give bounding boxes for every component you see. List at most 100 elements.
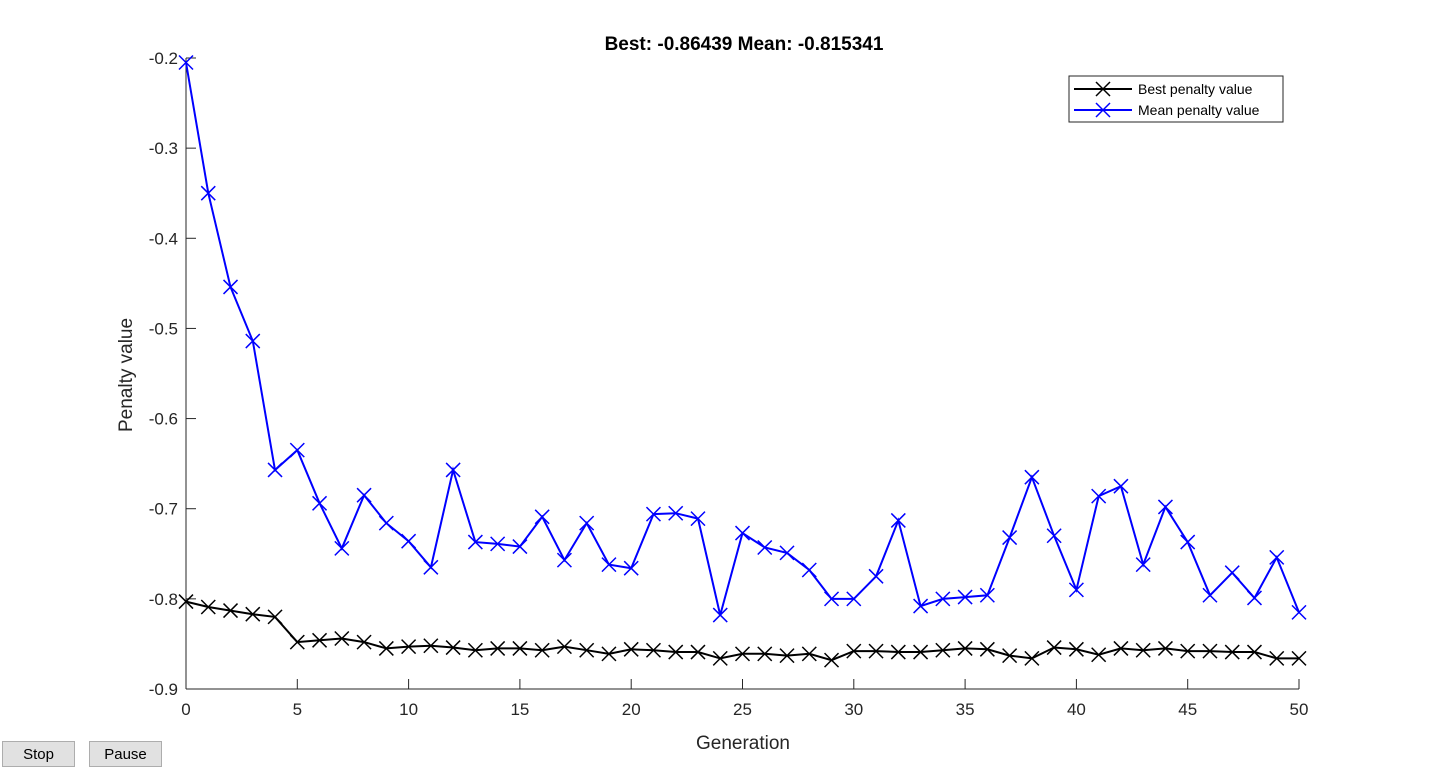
data-point-1	[734, 525, 751, 541]
y-tick-label: -0.3	[149, 139, 178, 158]
data-point-0	[623, 641, 639, 657]
data-point-0	[801, 646, 817, 662]
x-tick-label: 5	[293, 700, 302, 719]
data-point-1	[645, 506, 661, 522]
data-point-0	[378, 640, 394, 656]
data-point-1	[222, 279, 239, 295]
y-tick-label: -0.8	[149, 590, 178, 609]
data-point-1	[579, 515, 595, 531]
plot-area: 0 5 10 15 20 25 30 35 40 45 50 -0.2 -0.3 -0.4 -0.5 -0.6…	[149, 49, 1309, 719]
data-point-1	[356, 487, 372, 503]
data-point-0	[512, 640, 528, 656]
data-point-0	[712, 650, 728, 666]
data-point-1	[467, 534, 483, 550]
data-point-0	[779, 648, 795, 664]
x-tick-label: 45	[1178, 700, 1197, 719]
y-tick-label: -0.7	[149, 500, 178, 519]
y-axis-label: Penalty value	[116, 318, 137, 432]
data-point-1	[1002, 530, 1018, 546]
data-point-0	[1202, 643, 1218, 659]
x-axis-label: Generation	[696, 733, 790, 754]
data-point-0	[824, 652, 840, 668]
data-point-0	[356, 634, 372, 650]
data-point-0	[222, 603, 239, 619]
data-point-1	[801, 562, 817, 578]
x-tick-label: 15	[510, 700, 529, 719]
data-point-0	[1113, 640, 1129, 656]
data-point-0	[200, 599, 216, 615]
data-point-0	[601, 646, 617, 662]
data-point-1	[1091, 488, 1107, 504]
data-point-0	[757, 646, 773, 662]
data-point-1	[334, 540, 350, 556]
data-point-1	[690, 511, 706, 527]
data-point-1	[200, 185, 216, 201]
x-tick-label: 10	[399, 700, 418, 719]
data-point-1	[757, 539, 773, 556]
y-tick-label: -0.2	[149, 49, 178, 68]
data-point-0	[401, 639, 417, 655]
data-point-1	[846, 591, 862, 607]
data-point-1	[512, 539, 528, 555]
data-point-1	[1180, 534, 1196, 550]
data-point-0	[1135, 642, 1151, 658]
data-point-0	[1291, 650, 1307, 666]
series-line-0	[185, 600, 1299, 662]
data-point-0	[556, 639, 572, 655]
x-tick-label: 40	[1067, 700, 1086, 719]
y-tick-label: -0.9	[149, 680, 178, 699]
legend-box	[1068, 75, 1284, 123]
data-point-1	[1135, 557, 1151, 573]
x-tick-label: 30	[844, 700, 863, 719]
pause-button[interactable]: Pause	[89, 741, 162, 767]
data-point-1	[1269, 549, 1285, 565]
legend-label: Best penalty value	[1138, 81, 1253, 97]
x-tick-label: 20	[622, 700, 641, 719]
data-point-0	[312, 632, 328, 648]
data-point-1	[1291, 604, 1307, 620]
stop-button[interactable]: Stop	[2, 741, 75, 767]
data-point-1	[1202, 587, 1218, 603]
data-point-1	[1224, 565, 1240, 581]
legend-label: Mean penalty value	[1138, 102, 1260, 118]
data-point-0	[645, 642, 661, 658]
data-point-1	[490, 536, 506, 552]
data-point-1	[312, 495, 328, 511]
data-point-1	[534, 509, 550, 525]
legend-marker	[1095, 81, 1111, 97]
data-point-1	[1113, 478, 1129, 494]
data-point-1	[423, 559, 439, 575]
data-point-0	[334, 630, 350, 647]
data-point-0	[423, 638, 439, 654]
data-point-0	[1157, 640, 1173, 656]
data-point-1	[712, 607, 728, 623]
data-point-0	[1024, 650, 1040, 666]
data-point-0	[1269, 650, 1285, 666]
data-point-0	[1002, 648, 1018, 664]
data-point-0	[178, 594, 194, 610]
x-tick-label: 25	[733, 700, 752, 719]
y-tick-label: -0.5	[149, 319, 178, 338]
data-point-0	[1046, 640, 1062, 656]
data-point-1	[623, 560, 639, 576]
data-point-0	[890, 644, 906, 660]
data-point-0	[734, 646, 751, 662]
data-point-0	[245, 606, 261, 622]
data-point-0	[467, 642, 483, 658]
data-point-1	[1046, 528, 1062, 544]
data-point-1	[445, 462, 461, 478]
data-point-1	[913, 598, 929, 614]
data-point-1	[267, 462, 283, 478]
chart-legend: Best penalty value Mean penalty value	[1068, 75, 1284, 123]
data-point-1	[1068, 582, 1084, 598]
data-point-0	[1091, 647, 1107, 663]
data-point-0	[534, 642, 550, 658]
chart-title: Best: -0.86439 Mean: -0.815341	[605, 34, 884, 55]
data-point-0	[1068, 641, 1084, 657]
data-point-0	[913, 644, 929, 660]
data-point-1	[935, 591, 951, 607]
data-point-0	[690, 644, 706, 660]
data-point-0	[579, 642, 595, 658]
data-point-0	[668, 644, 684, 660]
